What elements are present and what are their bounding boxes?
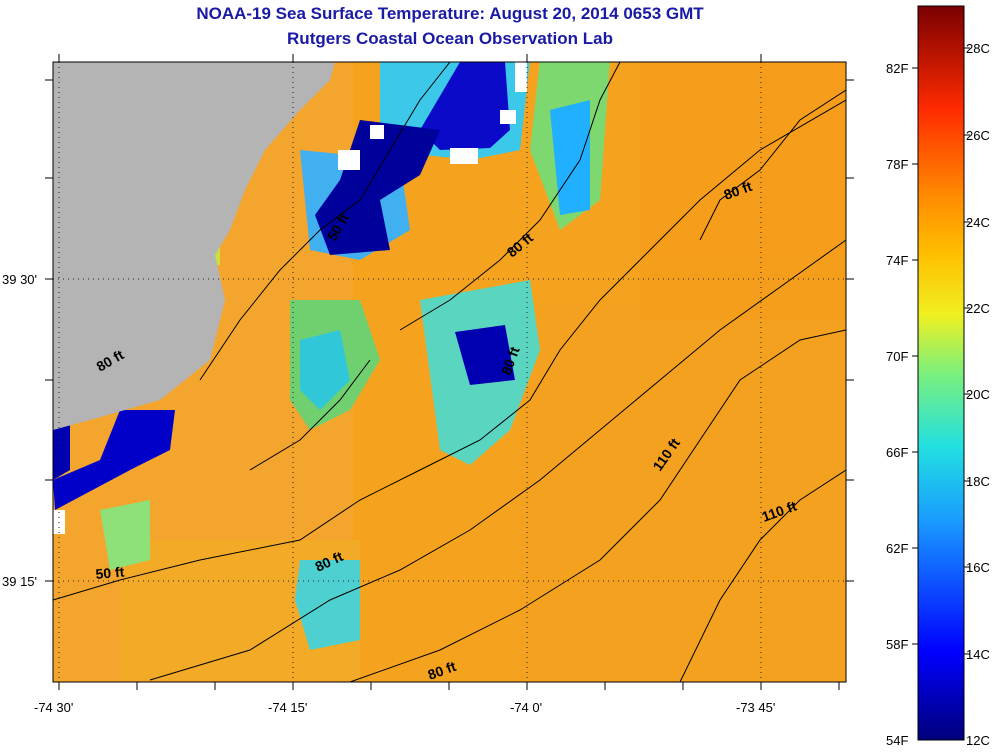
- bathymetry-contours: [53, 62, 846, 682]
- colorbar-c-label: 16C: [966, 560, 990, 575]
- colorbar-f-label: 58F: [886, 637, 908, 652]
- colorbar-f-label: 82F: [886, 61, 908, 76]
- lon-label: -73 45': [736, 700, 775, 715]
- map-subtitle: Rutgers Coastal Ocean Observation Lab: [287, 29, 613, 48]
- lon-label: -74 0': [510, 700, 542, 715]
- colorbar-f-label: 62F: [886, 541, 908, 556]
- colorbar-c-label: 18C: [966, 474, 990, 489]
- colorbar-c-label: 26C: [966, 128, 990, 143]
- lon-label: -74 15': [268, 700, 307, 715]
- colorbar-f-label: 74F: [886, 253, 908, 268]
- colorbar-c-label: 14C: [966, 647, 990, 662]
- colorbar-c-label: 28C: [966, 41, 990, 56]
- colorbar-f-label: 54F: [886, 733, 908, 748]
- contour-label: 50 ft: [95, 564, 125, 582]
- colorbar-f-label: 70F: [886, 349, 908, 364]
- colorbar-c-label: 12C: [966, 733, 990, 748]
- colorbar-f-label: 78F: [886, 157, 908, 172]
- map-title: NOAA-19 Sea Surface Temperature: August …: [196, 4, 704, 23]
- colorbar-c-label: 22C: [966, 301, 990, 316]
- land-new-jersey: [53, 62, 335, 430]
- colorbar-c-label: 20C: [966, 387, 990, 402]
- colorbar-f-label: 66F: [886, 445, 908, 460]
- axis-ticks: [45, 54, 854, 690]
- lon-label: -74 30': [34, 700, 73, 715]
- colorbar: 82F 78F 74F 70F 66F 62F 58F 54F 28C 26C …: [886, 5, 990, 748]
- colorbar-c-label: 24C: [966, 215, 990, 230]
- lat-label: 39 30': [2, 272, 37, 287]
- graticule: [53, 62, 846, 682]
- lat-label: 39 15': [2, 574, 37, 589]
